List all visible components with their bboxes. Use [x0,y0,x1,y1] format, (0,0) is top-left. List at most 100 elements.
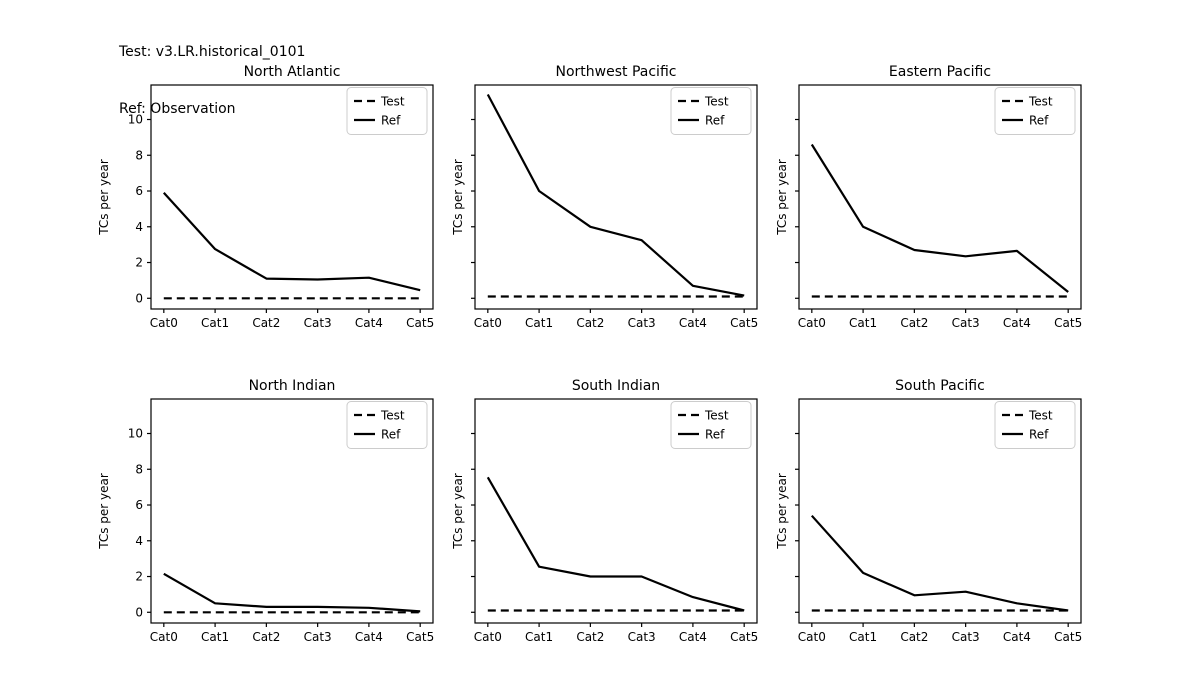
legend-label: Ref [1029,428,1049,442]
chart-title: Eastern Pacific [889,64,991,80]
legend-box [994,401,1076,449]
x-tick-label: Cat3 [628,316,656,330]
x-tick-label: Cat0 [150,316,178,330]
x-tick-label: Cat1 [849,630,877,644]
chart-panel-south-indian: South Indian Cat0 Cat1 Cat2 Cat3 Cat4 Cat5 TCs … [451,378,758,644]
x-tick-label: Cat3 [952,630,980,644]
x-tick-label: Cat2 [576,630,604,644]
x-tick-label: Cat4 [355,630,383,644]
x-tick-label: Cat4 [679,630,707,644]
figure-header: Test: v3.LR.historical_0101 Ref: Observa… [119,5,305,157]
x-tick-label: Cat2 [900,630,928,644]
legend: Test Ref [346,401,428,449]
legend-label: Ref [1029,114,1049,128]
x-tick-label: Cat0 [798,630,826,644]
header-test-line: Test: v3.LR.historical_0101 [119,44,306,60]
x-tick-label: Cat4 [1003,316,1031,330]
y-tick-label: 8 [135,462,143,476]
ref-line [486,93,745,297]
x-tick-label: Cat2 [252,630,280,644]
x-tick-label: Cat1 [201,630,229,644]
legend-label: Ref [705,428,725,442]
x-tick-label: Cat0 [798,316,826,330]
legend-label: Test [380,409,405,423]
axes-frame [474,398,758,624]
chart-title: North Indian [249,378,336,394]
x-tick-label: Cat4 [1003,630,1031,644]
y-tick-label: 4 [135,534,143,548]
axes-frame [150,84,434,310]
ref-line [163,572,421,613]
y-axis-label: TCs per year [451,473,465,550]
y-tick-label: 8 [135,148,143,162]
x-tick-label: Cat1 [849,316,877,330]
y-tick-label: 2 [135,570,143,584]
header-ref-line: Ref: Observation [119,101,236,117]
y-tick-label: 10 [128,113,143,127]
y-tick-label: 4 [135,220,143,234]
x-tick-label: Cat4 [355,316,383,330]
legend-label: Test [704,95,729,109]
x-tick-label: Cat2 [252,316,280,330]
y-axis-label: TCs per year [97,159,111,236]
ref-line [810,514,1069,612]
y-tick-label: 0 [135,605,143,619]
y-tick-label: 2 [135,256,143,270]
x-tick-label: Cat5 [730,630,758,644]
legend: Test Ref [670,87,752,135]
axes-frame [798,84,1082,310]
legend-label: Ref [381,428,401,442]
legend-box [346,401,428,449]
legend-label: Test [704,409,729,423]
x-tick-label: Cat1 [201,316,229,330]
x-tick-label: Cat5 [406,630,434,644]
axes-frame [150,398,434,624]
y-tick-label: 10 [128,427,143,441]
x-tick-label: Cat0 [474,316,502,330]
ref-line [810,143,1069,293]
x-tick-label: Cat1 [525,630,553,644]
chart-title: North Atlantic [244,64,341,80]
chart-panel-north-atlantic: North Atlantic 0 2 4 6 8 10 Cat0 Cat1 Cat2 Cat3 Cat… [97,64,434,330]
chart-panel-south-pacific: South Pacific Cat0 Cat1 Cat2 Cat3 Cat4 Cat5 TCs… [775,378,1082,644]
y-axis-label: TCs per year [451,159,465,236]
x-tick-label: Cat0 [474,630,502,644]
legend: Test Ref [670,401,752,449]
y-tick-label: 6 [135,184,143,198]
x-tick-label: Cat3 [304,630,332,644]
legend-box [670,401,752,449]
ref-line [162,192,421,292]
legend-label: Test [1028,409,1053,423]
x-tick-label: Cat0 [150,630,178,644]
legend-label: Ref [381,114,401,128]
legend-label: Test [380,95,405,109]
x-tick-label: Cat2 [900,316,928,330]
y-axis-label: TCs per year [775,159,789,236]
axes-frame [798,398,1082,624]
x-tick-label: Cat1 [525,316,553,330]
legend-box [994,87,1076,135]
x-tick-label: Cat2 [576,316,604,330]
chart-panel-eastern-pacific: Eastern Pacific Cat0 Cat1 Cat2 Cat3 Cat4 Cat5 T… [775,64,1082,330]
y-axis-label: TCs per year [97,473,111,550]
legend-box [670,87,752,135]
legend-label: Ref [705,114,725,128]
legend-label: Test [1028,95,1053,109]
x-tick-label: Cat5 [1054,630,1082,644]
x-tick-label: Cat3 [304,316,332,330]
chart-panel-northwest-pacific: Northwest Pacific Cat0 Cat1 Cat2 Cat3 Cat4 Cat… [451,64,758,330]
chart-title: South Pacific [895,378,985,394]
chart-title: Northwest Pacific [556,64,677,80]
x-tick-label: Cat3 [628,630,656,644]
ref-line [486,476,745,612]
x-tick-label: Cat4 [679,316,707,330]
chart-title: South Indian [572,378,660,394]
x-tick-label: Cat5 [406,316,434,330]
x-tick-label: Cat3 [952,316,980,330]
y-tick-label: 0 [135,291,143,305]
axes-frame [474,84,758,310]
y-axis-label: TCs per year [775,473,789,550]
y-tick-label: 6 [135,498,143,512]
